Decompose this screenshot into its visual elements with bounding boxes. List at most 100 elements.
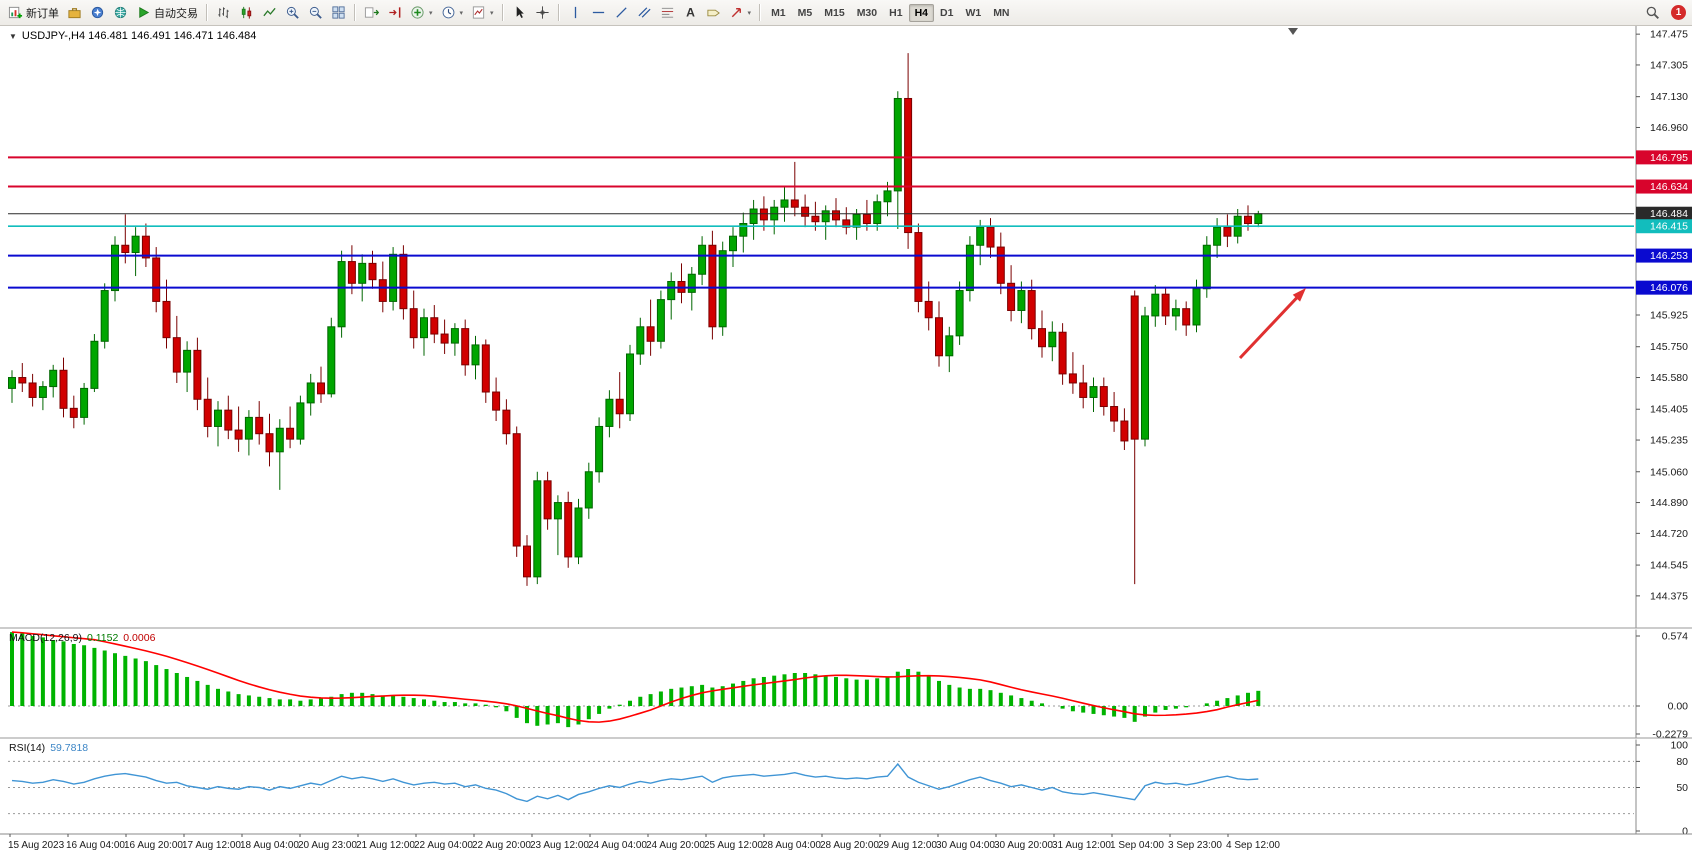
svg-text:146.484: 146.484 (1650, 208, 1688, 220)
indicators-icon (410, 5, 425, 20)
crosshair-button[interactable] (531, 1, 554, 25)
svg-text:31 Aug 12:00: 31 Aug 12:00 (1052, 840, 1111, 851)
svg-text:21 Aug 12:00: 21 Aug 12:00 (356, 840, 415, 851)
cursor-button[interactable] (508, 1, 531, 25)
zoom-out-button[interactable] (304, 1, 327, 25)
one-click-trading-caret-icon[interactable]: ▼ (9, 31, 17, 41)
macd-pane[interactable] (8, 631, 1634, 728)
svg-text:144.545: 144.545 (1650, 560, 1688, 572)
search-button[interactable] (1641, 1, 1664, 25)
arrows-tool-button[interactable]: ▾ (725, 1, 756, 25)
timeframe-d1-button[interactable]: D1 (940, 6, 954, 19)
svg-text:16 Aug 04:00: 16 Aug 04:00 (66, 840, 125, 851)
svg-text:80: 80 (1676, 756, 1688, 768)
svg-text:144.720: 144.720 (1650, 528, 1688, 540)
zoom-in-button[interactable] (281, 1, 304, 25)
svg-text:146.960: 146.960 (1650, 122, 1688, 134)
toolbar: 新订单 自动交易 (0, 0, 1692, 26)
svg-text:18 Aug 04:00: 18 Aug 04:00 (240, 840, 299, 851)
periods-button[interactable]: ▾ (437, 1, 468, 25)
timeframe-mn-button[interactable]: MN (993, 6, 1010, 19)
svg-text:145.405: 145.405 (1650, 404, 1688, 416)
search-icon (1645, 5, 1660, 20)
trendline-tool-button[interactable] (610, 1, 633, 25)
line-chart-button[interactable] (258, 1, 281, 25)
timeframe-w1-button[interactable]: W1 (965, 6, 982, 19)
symbol-header: ▼ USDJPY-,H4 146.481 146.491 146.471 146… (9, 30, 256, 42)
tile-windows-button[interactable] (327, 1, 350, 25)
svg-text:147.305: 147.305 (1650, 59, 1688, 71)
timeframe-m1-button[interactable]: M1 (771, 6, 786, 19)
zoom-in-icon (285, 5, 300, 20)
toolbar-separator (759, 4, 762, 21)
chart-area[interactable]: 147.475 147.305 147.130 146.960 145.925 145.7… (0, 26, 1692, 855)
fibonacci-icon (660, 5, 675, 20)
svg-text:24 Aug 04:00: 24 Aug 04:00 (588, 840, 647, 851)
svg-text:28 Aug 04:00: 28 Aug 04:00 (762, 840, 821, 851)
toolbox-button[interactable] (63, 1, 86, 25)
channel-tool-button[interactable] (633, 1, 656, 25)
svg-text:146.634: 146.634 (1650, 181, 1688, 193)
horizontal-line-tool-button[interactable] (587, 1, 610, 25)
svg-text:29 Aug 12:00: 29 Aug 12:00 (878, 840, 937, 851)
chart-shift-icon (387, 5, 402, 20)
svg-text:147.475: 147.475 (1650, 29, 1688, 41)
bar-chart-button[interactable] (212, 1, 235, 25)
globe-icon (113, 5, 128, 20)
timeframe-h1-button[interactable]: H1 (889, 6, 903, 19)
autotrading-label: 自动交易 (154, 7, 198, 20)
crosshair-icon (535, 5, 550, 20)
chart-shift-marker[interactable] (1288, 28, 1298, 35)
candlestick-chart-button[interactable] (235, 1, 258, 25)
svg-text:0.00: 0.00 (1668, 701, 1689, 713)
svg-text:4 Sep 12:00: 4 Sep 12:00 (1226, 840, 1280, 851)
timeframe-h4-button[interactable]: H4 (908, 3, 934, 22)
svg-text:28 Aug 20:00: 28 Aug 20:00 (820, 840, 879, 851)
templates-button[interactable]: ▾ (467, 1, 498, 25)
svg-text:146.253: 146.253 (1650, 250, 1688, 262)
svg-text:145.750: 145.750 (1650, 341, 1688, 353)
fibonacci-tool-button[interactable] (656, 1, 679, 25)
svg-text:50: 50 (1676, 782, 1688, 794)
indicators-button[interactable]: ▾ (406, 1, 437, 25)
timeframe-m30-button[interactable]: M30 (856, 6, 878, 19)
chart-canvas[interactable]: 147.475 147.305 147.130 146.960 145.925 145.7… (0, 26, 1692, 855)
text-tool-button[interactable]: A (679, 1, 702, 25)
autotrading-play-icon (136, 5, 151, 20)
price-tag (1636, 179, 1692, 194)
notification-badge[interactable]: 1 (1671, 5, 1686, 20)
tile-windows-icon (331, 5, 346, 20)
svg-text:147.130: 147.130 (1650, 91, 1688, 103)
autotrading-button[interactable]: 自动交易 (132, 1, 202, 25)
svg-text:146.795: 146.795 (1650, 152, 1688, 164)
price-tag (1636, 248, 1692, 263)
svg-text:145.235: 145.235 (1650, 435, 1688, 447)
new-order-button[interactable]: 新订单 (4, 1, 63, 25)
svg-text:A: A (686, 6, 695, 20)
price-pane[interactable] (8, 28, 1634, 586)
price-tag (1636, 219, 1692, 234)
label-tool-button[interactable] (702, 1, 725, 25)
macd-main-value: 0.1152 (86, 632, 119, 644)
annotation-arrow[interactable] (1238, 292, 1302, 360)
rsi-pane[interactable] (8, 760, 1634, 815)
navigator-button[interactable] (86, 1, 109, 25)
svg-text:144.890: 144.890 (1650, 497, 1688, 509)
timeframe-m15-button[interactable]: M15 (824, 6, 845, 19)
price-tag (1636, 206, 1692, 221)
svg-text:146.415: 146.415 (1650, 221, 1688, 233)
svg-text:145.060: 145.060 (1650, 466, 1688, 478)
toolbar-right-group: 1 (1641, 1, 1688, 25)
vertical-line-tool-button[interactable] (564, 1, 587, 25)
community-button[interactable] (109, 1, 132, 25)
timeframe-m5-button[interactable]: M5 (797, 6, 813, 19)
annotation-arrowhead (1292, 288, 1306, 302)
time-axis[interactable]: 15 Aug 2023 16 Aug 04:00 16 Aug 20:00 17 Au… (0, 833, 1692, 851)
new-order-label: 新订单 (26, 7, 59, 20)
chart-shift-button[interactable] (383, 1, 406, 25)
chevron-down-icon: ▾ (429, 9, 433, 17)
auto-scroll-button[interactable] (360, 1, 383, 25)
svg-text:146.076: 146.076 (1650, 282, 1688, 294)
line-chart-icon (262, 5, 277, 20)
price-axis[interactable]: 147.475 147.305 147.130 146.960 145.925 145.7… (1635, 26, 1692, 838)
